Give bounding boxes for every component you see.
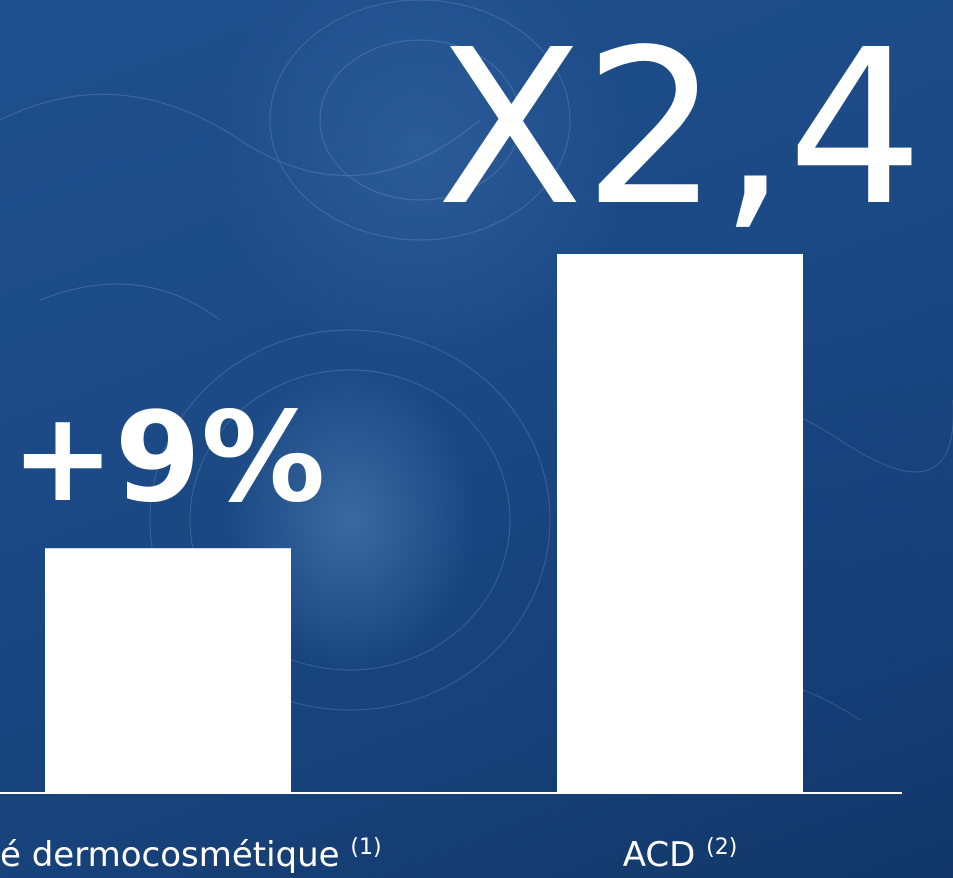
category-label-acd: ACD (2) <box>623 835 738 875</box>
bar-acd <box>557 254 803 793</box>
category-label-dermocosmetique: é dermocosmétique (1) <box>0 835 382 875</box>
bar-dermocosmetique <box>45 548 291 793</box>
value-label-acd: X2,4 <box>437 4 924 253</box>
value-label-dermocosmetique: +9% <box>11 386 325 530</box>
